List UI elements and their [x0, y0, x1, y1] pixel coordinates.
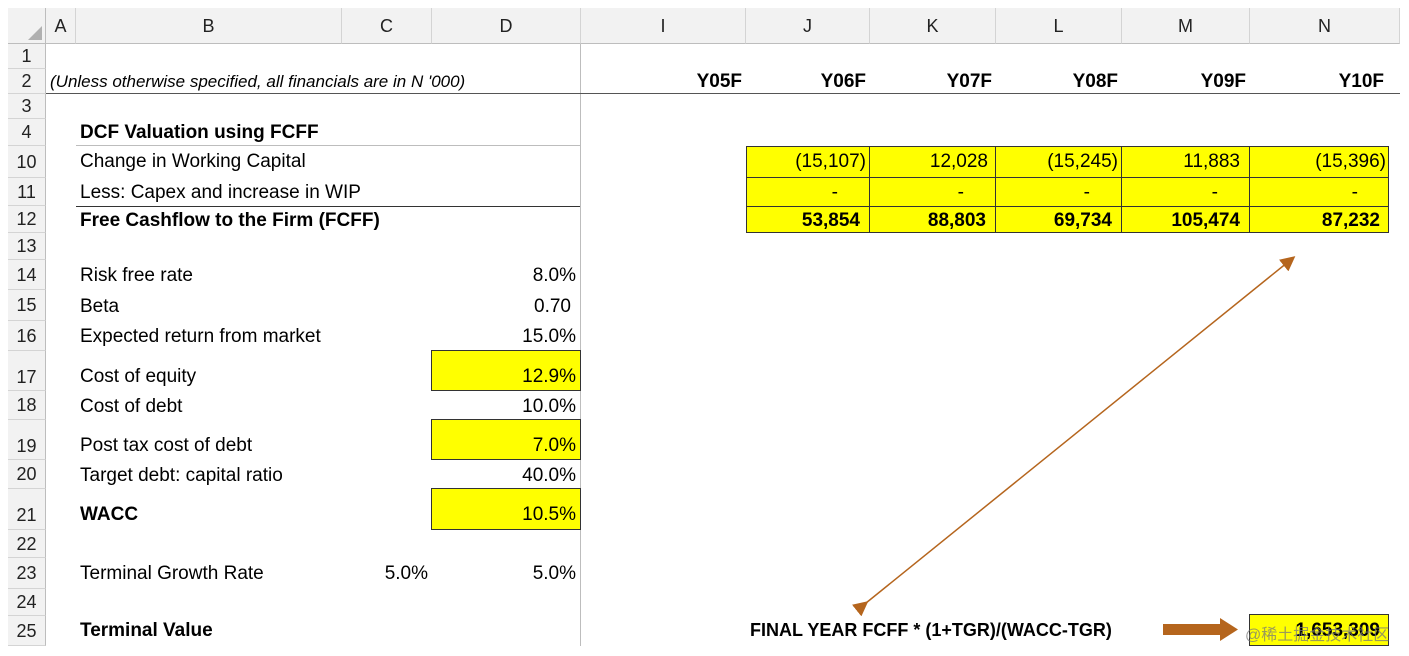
row-header[interactable]: 24 [8, 589, 46, 616]
fcff-value[interactable]: 105,474 [1171, 210, 1240, 231]
column-header-b[interactable]: B [76, 8, 342, 44]
param-label: Cost of equity [80, 366, 197, 387]
cell-border [746, 206, 1389, 207]
column-header-a[interactable]: A [46, 8, 76, 44]
terminal-value[interactable]: 1,653,309 [1295, 620, 1380, 641]
row-header[interactable]: 20 [8, 460, 46, 489]
select-all-corner[interactable] [8, 8, 46, 44]
row-header[interactable]: 15 [8, 290, 46, 321]
right-arrow-icon [1163, 618, 1238, 641]
highlight-range-j10-n12 [746, 146, 1389, 233]
row-header[interactable]: 3 [8, 94, 46, 119]
wc-value[interactable]: (15,107) [795, 151, 866, 172]
param-value[interactable]: 0.70 [534, 296, 571, 317]
param-value[interactable]: 15.0% [522, 326, 576, 347]
param-value[interactable]: 10.0% [522, 396, 576, 417]
double-arrow [851, 256, 1296, 617]
row-header[interactable]: 10 [8, 146, 46, 178]
year-header: Y10F [1338, 71, 1384, 92]
year-header: Y05F [696, 71, 742, 92]
capex-value[interactable]: - [1351, 182, 1358, 203]
row-header[interactable]: 13 [8, 233, 46, 260]
fcff-value[interactable]: 69,734 [1053, 210, 1112, 231]
fcff-value[interactable]: 87,232 [1321, 210, 1380, 231]
row-header[interactable]: 12 [8, 206, 46, 233]
fcff-label: Free Cashflow to the Firm (FCFF) [80, 210, 380, 231]
highlight-d21 [431, 488, 581, 530]
param-label: Post tax cost of debt [80, 435, 253, 456]
cell-border [1121, 146, 1122, 233]
terminal-value-label: Terminal Value [80, 620, 213, 641]
param-value[interactable]: 40.0% [522, 465, 576, 486]
row-header[interactable]: 2 [8, 69, 46, 94]
row-header[interactable]: 23 [8, 558, 46, 589]
section-title: DCF Valuation using FCFF [80, 122, 319, 143]
column-header-l[interactable]: L [996, 8, 1122, 44]
highlight-d19 [431, 419, 581, 460]
tgr-label: Terminal Growth Rate [80, 563, 264, 584]
row-divider [46, 93, 1400, 94]
param-value[interactable]: 7.0% [532, 435, 576, 456]
row-header[interactable]: 1 [8, 44, 46, 69]
row-divider [76, 206, 580, 207]
cell-border [1249, 146, 1250, 233]
year-header: Y07F [946, 71, 992, 92]
units-note: (Unless otherwise specified, all financi… [50, 72, 466, 91]
column-divider [580, 44, 581, 646]
row-header[interactable]: 19 [8, 420, 46, 460]
cell-border [746, 177, 1389, 178]
wacc-label: WACC [80, 504, 139, 525]
capex-value[interactable]: - [957, 182, 964, 203]
param-value[interactable]: 12.9% [522, 366, 576, 387]
row-divider [76, 145, 580, 146]
wacc-value[interactable]: 10.5% [522, 504, 576, 525]
row-header[interactable]: 11 [8, 178, 46, 206]
param-label: Expected return from market [80, 326, 321, 347]
capex-value[interactable]: - [1083, 182, 1090, 203]
highlight-d17 [431, 350, 581, 391]
terminal-formula: FINAL YEAR FCFF * (1+TGR)/(WACC-TGR) [750, 620, 1112, 640]
row-header[interactable]: 14 [8, 260, 46, 290]
param-label: Risk free rate [80, 265, 193, 286]
cell-border [995, 146, 996, 233]
column-header-i[interactable]: I [581, 8, 746, 44]
column-header-d[interactable]: D [432, 8, 581, 44]
wc-value[interactable]: (15,245) [1047, 151, 1118, 172]
param-label: Cost of debt [80, 396, 183, 417]
column-header-n[interactable]: N [1250, 8, 1400, 44]
year-header: Y08F [1072, 71, 1118, 92]
fcff-value[interactable]: 53,854 [801, 210, 860, 231]
row-header[interactable]: 22 [8, 530, 46, 558]
column-header-c[interactable]: C [342, 8, 432, 44]
row-header[interactable]: 21 [8, 489, 46, 530]
row-header[interactable]: 18 [8, 391, 46, 420]
wc-value[interactable]: (15,396) [1315, 151, 1386, 172]
select-all-icon [28, 26, 42, 40]
fcff-value[interactable]: 88,803 [927, 210, 986, 231]
capex-label: Less: Capex and increase in WIP [80, 182, 361, 203]
tgr-d-value[interactable]: 5.0% [532, 563, 576, 584]
cell-border [869, 146, 870, 233]
param-label: Beta [80, 296, 120, 317]
year-header: Y06F [820, 71, 866, 92]
param-label: Target debt: capital ratio [80, 465, 283, 486]
column-header-j[interactable]: J [746, 8, 870, 44]
row-header[interactable]: 25 [8, 616, 46, 646]
wc-value[interactable]: 11,883 [1183, 151, 1240, 172]
wc-value[interactable]: 12,028 [929, 151, 988, 172]
row-header[interactable]: 4 [8, 119, 46, 146]
column-header-m[interactable]: M [1122, 8, 1250, 44]
param-value[interactable]: 8.0% [532, 265, 576, 286]
tgr-c-value[interactable]: 5.0% [384, 563, 428, 584]
wc-label: Change in Working Capital [80, 151, 306, 172]
capex-value[interactable]: - [831, 182, 838, 203]
row-header[interactable]: 17 [8, 351, 46, 391]
capex-value[interactable]: - [1211, 182, 1218, 203]
column-header-k[interactable]: K [870, 8, 996, 44]
watermark: @稀土掘金技术社区 [1245, 627, 1390, 644]
year-header: Y09F [1200, 71, 1246, 92]
highlight-n25 [1249, 614, 1389, 646]
row-header[interactable]: 16 [8, 321, 46, 351]
